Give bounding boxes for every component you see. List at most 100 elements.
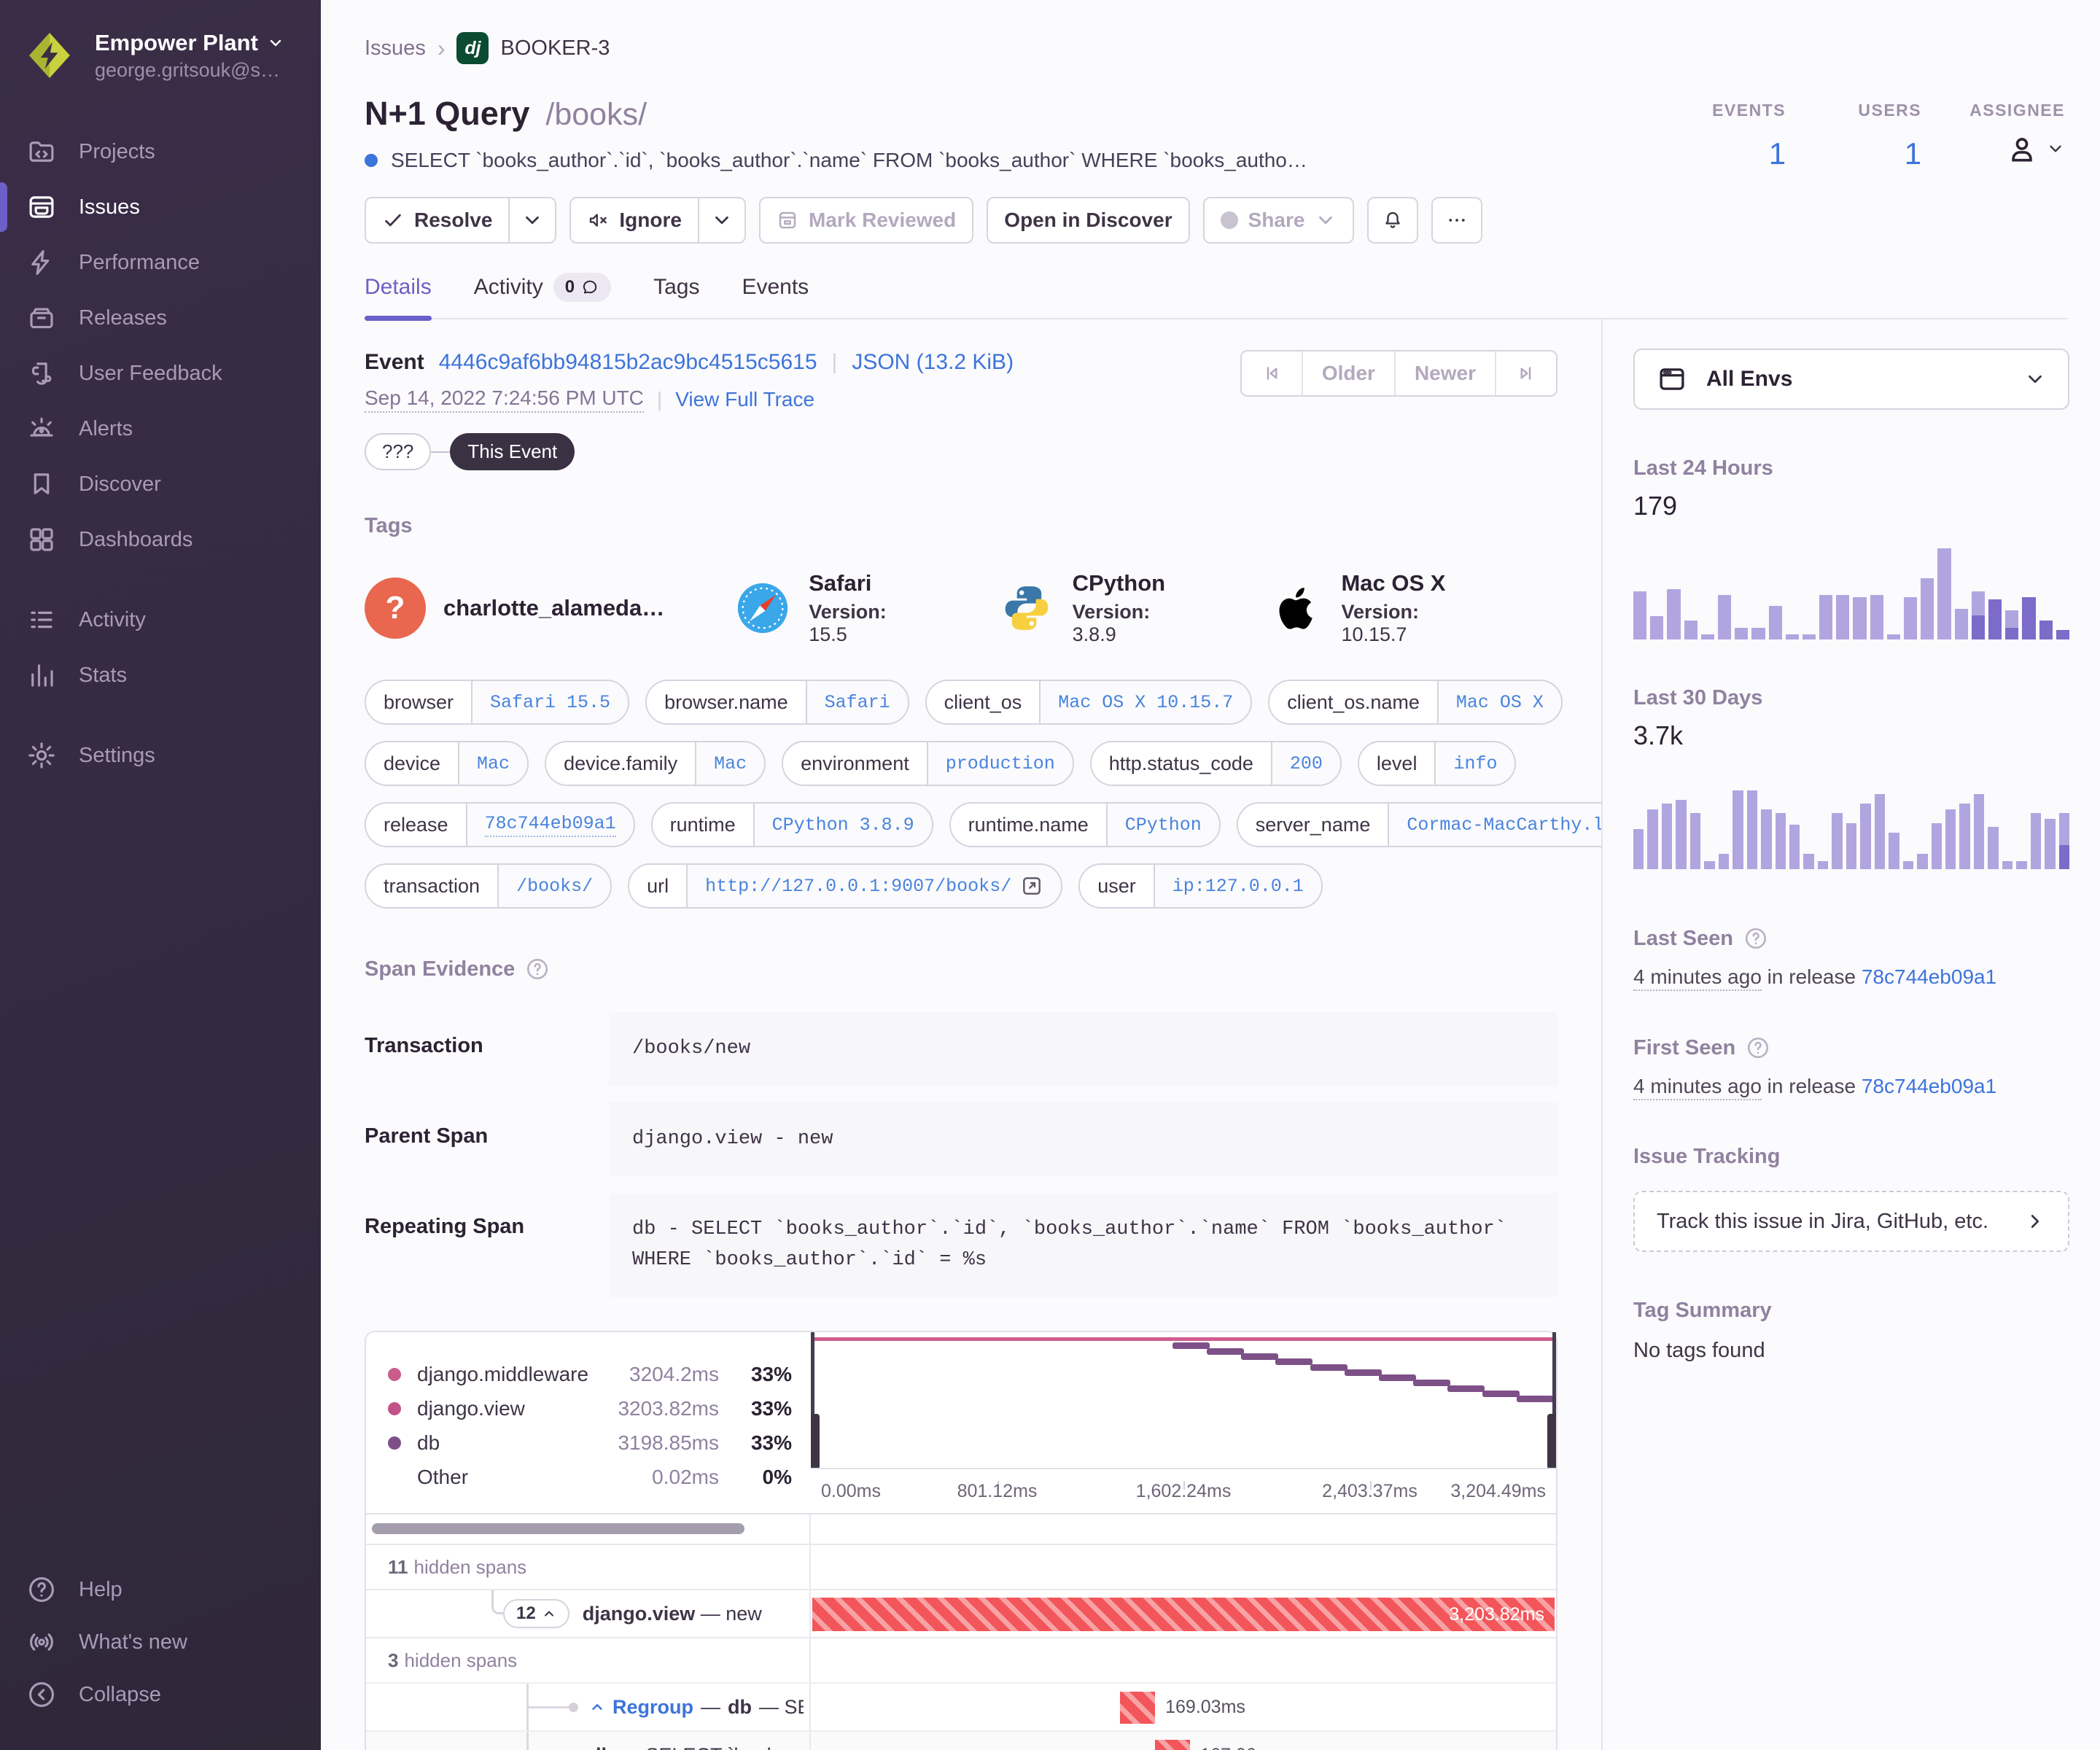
ignore-button[interactable]: Ignore	[569, 197, 746, 244]
sidebar-item-settings[interactable]: Settings	[0, 728, 321, 783]
users-count[interactable]: 1	[1904, 136, 1922, 171]
sidebar-item-releases[interactable]: Releases	[0, 290, 321, 346]
sidebar-item-stats[interactable]: Stats	[0, 648, 321, 703]
span-row[interactable]: Regroup—db— SELECT `boo 169.03ms	[366, 1682, 1556, 1731]
tag-value[interactable]: http://127.0.0.1:9007/books/	[686, 865, 1062, 907]
tag-value[interactable]: /books/	[497, 865, 611, 907]
view-full-trace-link[interactable]: View Full Trace	[675, 388, 815, 411]
tag-pill-http-status-code[interactable]: http.status_code 200	[1089, 741, 1342, 786]
tag-pill-device[interactable]: device Mac	[365, 741, 529, 786]
tag-value[interactable]: Mac	[695, 742, 765, 785]
featured-tag[interactable]: ? charlotte_alameda…	[365, 578, 664, 639]
featured-tag[interactable]: Safari Version: 15.5	[734, 570, 928, 646]
org-switcher[interactable]: Empower Plant george.gritsouk@s…	[0, 0, 321, 105]
sidebar-item-issues[interactable]: Issues	[0, 179, 321, 235]
event-id-link[interactable]: 4446c9af6bb94815b2ac9bc4515c5615	[438, 350, 817, 374]
tag-pill-runtime-name[interactable]: runtime.name CPython	[949, 802, 1221, 847]
tag-pill-transaction[interactable]: transaction/books/	[365, 863, 612, 909]
tag-pill-browser-name[interactable]: browser.name Safari	[645, 680, 909, 725]
tag-value[interactable]: Cormac-MacCarthy.local	[1388, 804, 1601, 846]
tag-pill-browser[interactable]: browser Safari 15.5	[365, 680, 630, 725]
tag-value[interactable]: 200	[1270, 742, 1340, 785]
tab-details[interactable]: Details	[365, 273, 432, 321]
this-event-pill[interactable]: This Event	[450, 433, 575, 470]
parent-span-bar[interactable]: 3,203.82ms	[812, 1598, 1555, 1632]
tag-value[interactable]: production	[926, 742, 1073, 785]
span-duration-bar[interactable]	[1120, 1692, 1156, 1724]
featured-tag[interactable]: CPython Version: 3.8.9	[998, 570, 1197, 646]
tag-value[interactable]: CPython	[1105, 804, 1219, 846]
sidebar-item-help[interactable]: Help	[0, 1563, 321, 1616]
minimap-grip[interactable]	[811, 1414, 820, 1469]
more-actions-button[interactable]	[1431, 197, 1483, 244]
external-link-icon[interactable]	[1020, 874, 1043, 898]
regroup-link[interactable]: Regroup	[612, 1695, 693, 1718]
sidebar-item-alerts[interactable]: Alerts	[0, 401, 321, 456]
sidebar-item-collapse[interactable]: Collapse	[0, 1668, 321, 1721]
help-question-icon[interactable]	[1746, 1035, 1770, 1060]
help-question-icon[interactable]	[1743, 926, 1768, 951]
tag-pill-level[interactable]: level info	[1357, 741, 1517, 786]
older-event-button[interactable]: Older	[1301, 351, 1394, 395]
events-count[interactable]: 1	[1768, 136, 1786, 171]
tag-value[interactable]: Mac	[458, 742, 528, 785]
minimap-drag-handle[interactable]	[1547, 1332, 1556, 1469]
tag-value[interactable]: 78c744eb09a1	[465, 804, 634, 846]
sidebar-item-what-s-new[interactable]: What's new	[0, 1616, 321, 1668]
tag-pill-client-os[interactable]: client_os Mac OS X 10.15.7	[925, 680, 1253, 725]
last-seen-release-link[interactable]: 78c744eb09a1	[1861, 965, 1997, 988]
tag-pill-user[interactable]: user ip:127.0.0.1	[1078, 863, 1323, 909]
minimap-grip[interactable]	[1547, 1414, 1556, 1469]
tag-value[interactable]: Mac OS X 10.15.7	[1039, 681, 1251, 723]
hidden-spans-row[interactable]: 3 hidden spans	[366, 1637, 1556, 1683]
oldest-event-button[interactable]	[1242, 351, 1302, 395]
tag-value[interactable]: info	[1434, 742, 1515, 785]
ignore-dropdown-button[interactable]	[697, 198, 744, 242]
tab-events[interactable]: Events	[742, 273, 809, 318]
span-duration-bar[interactable]	[1155, 1740, 1191, 1750]
previous-event-pill[interactable]: ???	[365, 433, 432, 470]
tab-activity[interactable]: Activity 0	[474, 273, 612, 318]
tag-value[interactable]: Safari	[805, 681, 908, 723]
resolve-dropdown-button[interactable]	[508, 198, 555, 242]
horizontal-scrollbar[interactable]	[372, 1523, 744, 1535]
tag-pill-device-family[interactable]: device.family Mac	[545, 741, 766, 786]
subscribe-bell-button[interactable]	[1367, 197, 1419, 244]
tag-pill-client-os-name[interactable]: client_os.name Mac OS X	[1268, 680, 1563, 725]
tag-value[interactable]: Safari 15.5	[471, 681, 629, 723]
tag-value[interactable]: CPython 3.8.9	[752, 804, 932, 846]
tag-value[interactable]: Mac OS X	[1436, 681, 1561, 723]
trace-minimap[interactable]: 0.00ms 801.12ms 1,602.24ms 2,403.37ms 3,204.…	[811, 1332, 1556, 1513]
tag-pill-environment[interactable]: environment production	[782, 741, 1074, 786]
tag-pill-runtime[interactable]: runtime CPython 3.8.9	[650, 802, 933, 847]
help-question-icon[interactable]	[525, 957, 550, 981]
environment-filter-dropdown[interactable]: All Envs	[1633, 349, 2069, 410]
sidebar-item-discover[interactable]: Discover	[0, 456, 321, 512]
newer-event-button[interactable]: Newer	[1393, 351, 1495, 395]
minimap-drag-handle[interactable]	[811, 1332, 820, 1469]
track-issue-button[interactable]: Track this issue in Jira, GitHub, etc.	[1633, 1191, 2069, 1252]
share-button[interactable]: Share	[1202, 197, 1355, 244]
json-link[interactable]: JSON (13.2 KiB)	[852, 350, 1014, 374]
parent-span-row[interactable]: 12 django.view — new 3,203.82ms	[366, 1589, 1556, 1638]
tab-tags[interactable]: Tags	[653, 273, 699, 318]
tag-value[interactable]: ip:127.0.0.1	[1153, 865, 1321, 907]
sidebar-item-performance[interactable]: Performance	[0, 235, 321, 290]
skip-to-latest-button[interactable]	[1495, 351, 1556, 395]
sidebar-item-activity[interactable]: Activity	[0, 592, 321, 648]
featured-tag[interactable]: Mac OS X Version: 10.15.7	[1267, 570, 1488, 646]
tag-pill-url[interactable]: url http://127.0.0.1:9007/books/	[628, 863, 1063, 909]
sidebar-item-user-feedback[interactable]: User Feedback	[0, 346, 321, 401]
open-in-discover-button[interactable]: Open in Discover	[987, 197, 1190, 244]
tag-pill-release[interactable]: release 78c744eb09a1	[365, 802, 635, 847]
first-seen-release-link[interactable]: 78c744eb09a1	[1861, 1075, 1997, 1097]
mark-reviewed-button[interactable]: Mark Reviewed	[758, 197, 974, 244]
resolve-button[interactable]: Resolve	[365, 197, 557, 244]
span-group-toggle[interactable]: 12	[503, 1599, 569, 1629]
span-row[interactable]: db— SELECT `books_author` 167.06ms	[366, 1730, 1556, 1750]
breadcrumb-issues-link[interactable]: Issues	[365, 36, 426, 60]
assignee-dropdown[interactable]	[2005, 132, 2065, 166]
hidden-spans-row[interactable]: 11 hidden spans	[366, 1544, 1556, 1590]
sidebar-item-projects[interactable]: Projects	[0, 124, 321, 179]
